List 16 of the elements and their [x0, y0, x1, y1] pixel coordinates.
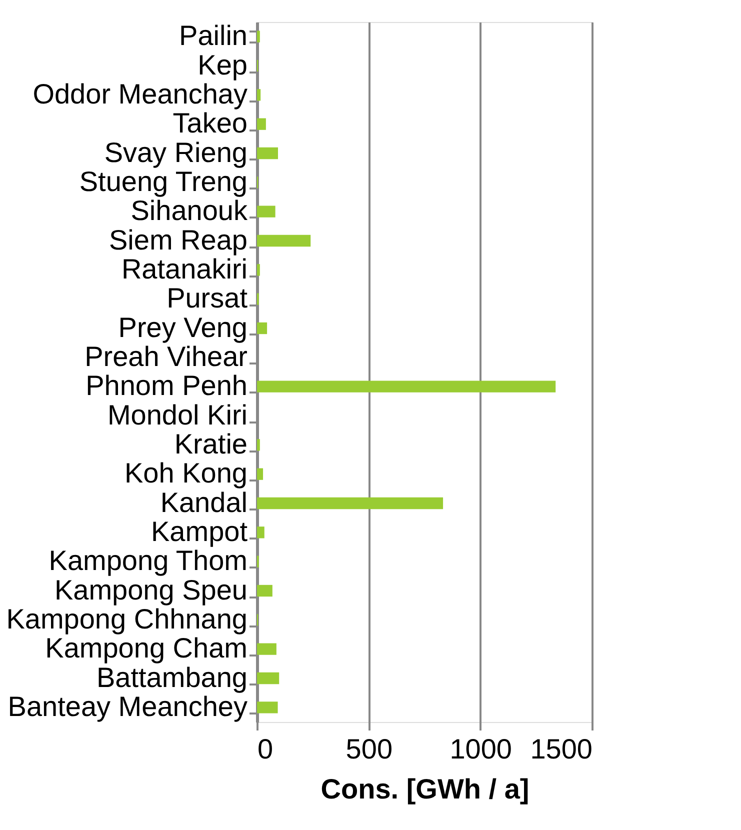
y-tick-label: Kratie	[174, 428, 248, 460]
x-tick-label: 1500	[530, 734, 592, 764]
y-tick-label: Kep	[198, 49, 248, 80]
x-tick-label: 0	[258, 734, 274, 764]
y-tick-label: Phnom Penh	[86, 370, 248, 402]
x-tick-label: 1000	[450, 734, 512, 764]
y-tick-label: Koh Kong	[124, 458, 248, 489]
y-tick-label: Svay Rieng	[104, 136, 248, 168]
y-tick-label: Siem Reap	[108, 224, 248, 256]
y-tick-label: Prey Veng	[118, 312, 248, 343]
y-tick-label: Pursat	[166, 282, 248, 314]
y-tick-label: Mondol Kiri	[107, 399, 248, 430]
x-tick-label: 500	[346, 734, 393, 764]
y-tick-label: Kampot	[151, 516, 248, 547]
x-axis-title: Cons. [GWh / a]	[320, 774, 530, 804]
y-tick-label: Pailin	[179, 20, 248, 52]
